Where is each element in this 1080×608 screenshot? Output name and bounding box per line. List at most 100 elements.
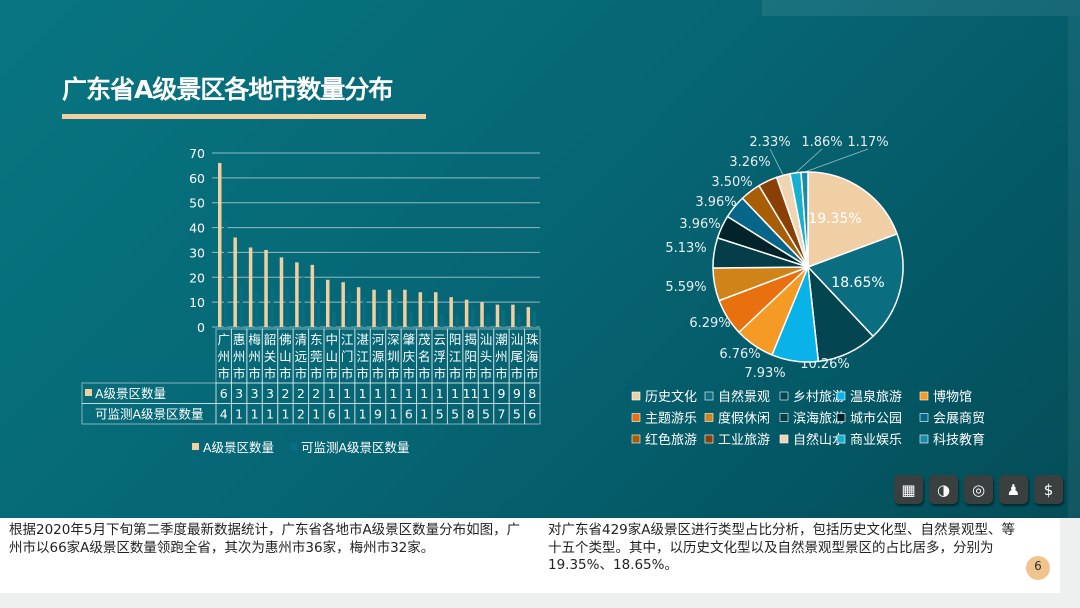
legend-label: 城市公园 bbox=[850, 411, 902, 427]
people-chart-icon[interactable]: ▦ bbox=[894, 475, 923, 504]
legend-label: 滨海旅游 bbox=[793, 411, 845, 427]
table-value: 1 bbox=[359, 407, 367, 422]
legend-swatch bbox=[85, 389, 92, 396]
decorative-frame-side bbox=[1068, 16, 1080, 518]
table-value: 1 bbox=[312, 407, 320, 422]
category-label-char: 阳 bbox=[464, 349, 477, 364]
table-value: 9 bbox=[374, 407, 382, 422]
bar-a-level bbox=[279, 257, 284, 327]
bar-a-level bbox=[464, 299, 469, 327]
pie-slice bbox=[807, 171, 899, 269]
decorative-frame bbox=[762, 0, 1080, 16]
table-value: 1 bbox=[451, 386, 459, 401]
table-value: 1 bbox=[235, 407, 243, 422]
table-value: 2 bbox=[281, 386, 289, 401]
category-label-char: 汕 bbox=[511, 332, 524, 347]
legend-label: 温泉旅游 bbox=[850, 389, 902, 405]
table-value: 1 bbox=[420, 407, 428, 422]
bar-monitorable bbox=[486, 314, 490, 327]
table-value: 1 bbox=[328, 386, 336, 401]
y-tick-label: 50 bbox=[189, 196, 205, 211]
table-value: 1 bbox=[266, 407, 274, 422]
category-label-char: 广 bbox=[217, 332, 230, 347]
category-label-char: 市 bbox=[233, 366, 246, 381]
category-label-char: 江 bbox=[341, 332, 354, 347]
category-label-char: 州 bbox=[217, 349, 230, 364]
table-value: 1 bbox=[251, 407, 259, 422]
bar-a-level bbox=[480, 302, 484, 327]
category-label-char: 关 bbox=[264, 349, 277, 364]
table-series-name: A级景区数量 bbox=[95, 386, 166, 401]
table-value: 1 bbox=[405, 386, 413, 401]
legend-swatch bbox=[704, 391, 714, 401]
basketball-icon[interactable]: ◑ bbox=[929, 475, 958, 504]
category-label-char: 阳 bbox=[449, 332, 462, 347]
bar-a-level bbox=[248, 247, 253, 327]
legend-label: A级景区数量 bbox=[203, 440, 274, 455]
category-label-char: 江 bbox=[356, 349, 369, 364]
table-value: 5 bbox=[513, 407, 521, 422]
pie-leader-line bbox=[769, 148, 784, 176]
legend-label: 自然景观 bbox=[718, 389, 770, 405]
bar-monitorable bbox=[440, 314, 444, 327]
teamwork-icon[interactable]: ♟ bbox=[999, 475, 1028, 504]
category-label-char: 市 bbox=[480, 366, 493, 381]
category-label-char: 佛 bbox=[279, 332, 292, 347]
legend-label: 博物馆 bbox=[933, 390, 972, 405]
bar-a-level bbox=[326, 279, 330, 327]
bar-a-level bbox=[511, 304, 515, 327]
paragraph-left: 根据2020年5月下旬第二季度最新数据统计，广东省各地市A级景区数量分布如图，广… bbox=[9, 522, 521, 556]
bar-a-level bbox=[341, 282, 345, 327]
pie-value-label: 5.59% bbox=[665, 280, 706, 295]
legend-label: 历史文化 bbox=[645, 390, 697, 405]
legend-swatch bbox=[704, 413, 714, 422]
target-icon[interactable]: ◎ bbox=[964, 475, 993, 504]
category-label-char: 惠 bbox=[233, 332, 246, 347]
y-tick-label: 60 bbox=[189, 171, 205, 186]
category-label-char: 江 bbox=[449, 349, 462, 364]
category-label-char: 梅 bbox=[248, 332, 261, 347]
page-number: 6 bbox=[1026, 556, 1050, 580]
category-label-char: 珠 bbox=[526, 332, 539, 347]
category-label-char: 汕 bbox=[480, 332, 493, 347]
bar-monitorable bbox=[332, 312, 336, 327]
legend-label: 科技教育 bbox=[933, 432, 985, 448]
legend-swatch bbox=[836, 413, 846, 422]
category-label-char: 市 bbox=[341, 366, 354, 381]
legend-label: 度假休闲 bbox=[718, 411, 770, 427]
legend-label: 自然山水 bbox=[793, 432, 845, 448]
money-bag-icon[interactable]: $ bbox=[1034, 475, 1063, 504]
category-label-char: 市 bbox=[387, 366, 400, 381]
category-label-char: 清 bbox=[295, 332, 308, 347]
table-value: 1 bbox=[281, 407, 289, 422]
legend-swatch bbox=[631, 391, 641, 401]
table-value: 1 bbox=[343, 386, 351, 401]
category-label-char: 市 bbox=[356, 366, 369, 381]
category-label-char: 圳 bbox=[387, 349, 400, 364]
bar-a-level bbox=[372, 289, 376, 327]
table-value: 5 bbox=[436, 407, 444, 422]
pie-value-label: 19.35% bbox=[808, 211, 861, 227]
bar-a-level bbox=[387, 289, 392, 327]
pie-value-label: 3.26% bbox=[729, 155, 770, 170]
category-label-char: 潮 bbox=[495, 332, 508, 347]
bar-a-level bbox=[356, 287, 361, 327]
bar-monitorable bbox=[501, 309, 506, 327]
bar-a-level bbox=[310, 264, 315, 327]
pie-value-label: 1.17% bbox=[847, 135, 888, 150]
y-tick-label: 70 bbox=[189, 146, 205, 161]
page-title: 广东省A级景区各地市数量分布 bbox=[62, 75, 393, 104]
category-label-char: 市 bbox=[511, 366, 524, 381]
y-tick-label: 30 bbox=[189, 245, 205, 260]
category-label-char: 州 bbox=[233, 349, 246, 364]
bar-a-level bbox=[526, 307, 531, 327]
table-value: 1 bbox=[359, 386, 367, 401]
category-label-char: 深 bbox=[387, 332, 400, 347]
category-label-char: 茂 bbox=[418, 332, 431, 347]
category-label-char: 市 bbox=[418, 366, 431, 381]
table-value: 2 bbox=[312, 386, 320, 401]
bar-monitorable bbox=[378, 304, 382, 327]
category-label-char: 市 bbox=[526, 366, 539, 381]
category-label-char: 源 bbox=[372, 349, 385, 364]
bar-monitorable bbox=[362, 297, 367, 327]
